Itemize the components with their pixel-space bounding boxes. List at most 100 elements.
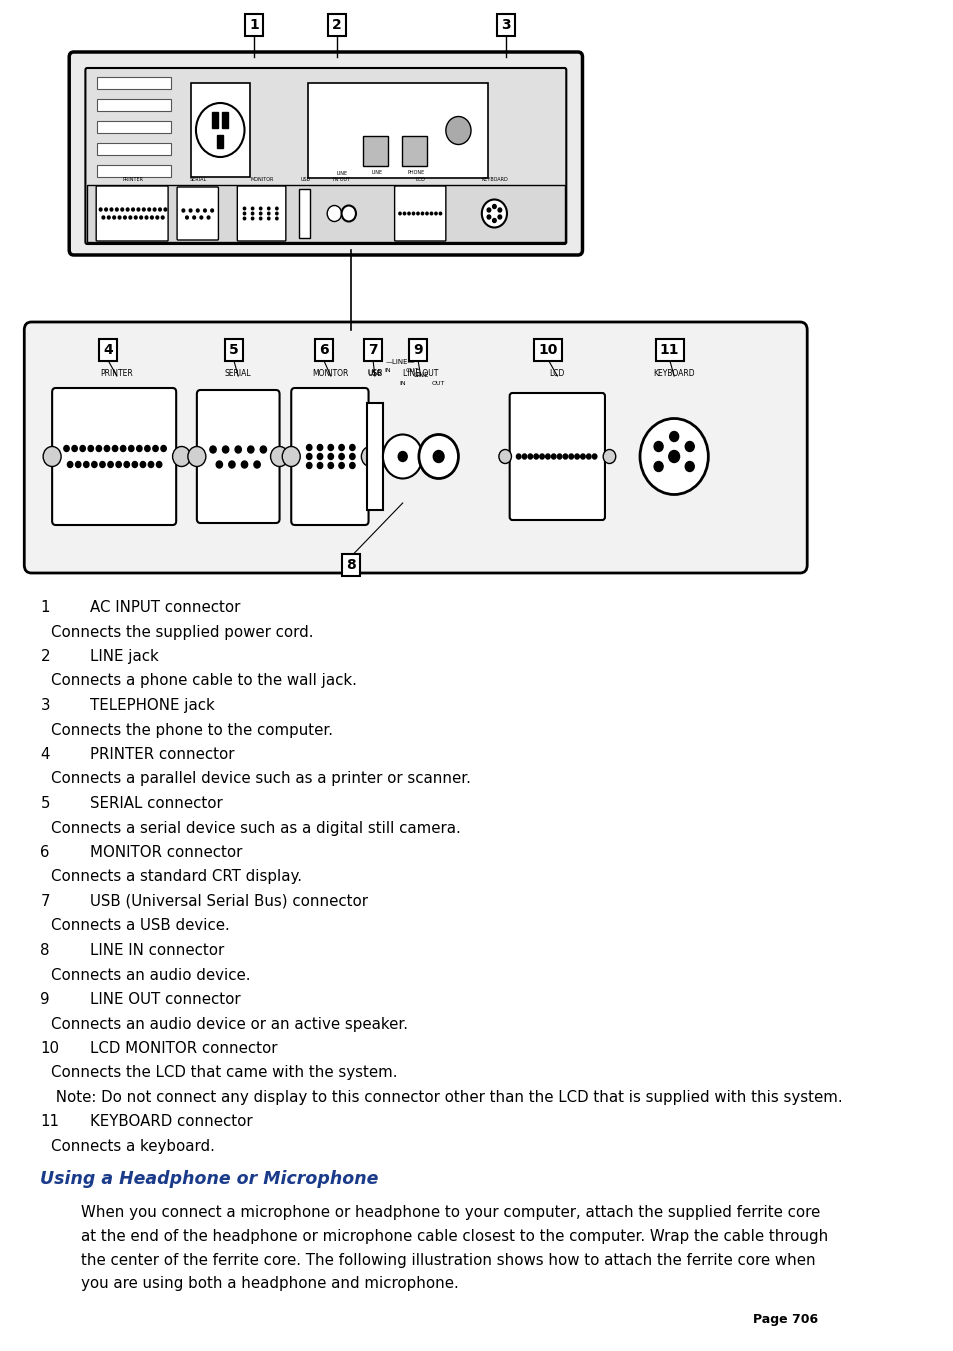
Text: 2: 2 [332, 18, 341, 32]
Circle shape [99, 208, 102, 211]
Circle shape [88, 446, 93, 451]
Text: USB: USB [300, 177, 311, 182]
Circle shape [71, 446, 77, 451]
Bar [366, 403, 382, 509]
Circle shape [121, 208, 124, 211]
Circle shape [161, 446, 166, 451]
Circle shape [203, 209, 206, 212]
Circle shape [669, 431, 678, 442]
Circle shape [156, 462, 162, 467]
Circle shape [229, 461, 234, 467]
Circle shape [259, 207, 261, 209]
Circle shape [521, 454, 526, 459]
Circle shape [155, 216, 158, 219]
Text: Connects an audio device or an active speaker.: Connects an audio device or an active sp… [51, 1016, 408, 1032]
Text: 11: 11 [659, 343, 679, 357]
Circle shape [137, 208, 140, 211]
Circle shape [260, 446, 266, 453]
Circle shape [435, 212, 436, 215]
Circle shape [684, 442, 694, 451]
Circle shape [188, 446, 206, 466]
Circle shape [210, 446, 216, 453]
Circle shape [84, 462, 89, 467]
Text: Connects a serial device such as a digital still camera.: Connects a serial device such as a digit… [51, 820, 460, 835]
Circle shape [350, 454, 355, 459]
Text: 5: 5 [229, 343, 238, 357]
Circle shape [75, 462, 81, 467]
Text: LCD: LCD [416, 177, 425, 182]
Circle shape [248, 446, 253, 453]
Text: 10: 10 [538, 343, 558, 357]
Circle shape [592, 454, 597, 459]
Circle shape [243, 207, 246, 209]
Circle shape [350, 444, 355, 450]
Text: you are using both a headphone and microphone.: you are using both a headphone and micro… [81, 1275, 458, 1292]
Circle shape [684, 462, 694, 471]
FancyBboxPatch shape [196, 390, 279, 523]
Circle shape [196, 209, 199, 212]
Circle shape [416, 212, 418, 215]
Text: USB (Universal Serial Bus) connector: USB (Universal Serial Bus) connector [90, 894, 368, 909]
Bar [191, 82, 250, 177]
Circle shape [327, 205, 341, 222]
Circle shape [317, 462, 322, 469]
Circle shape [193, 216, 195, 219]
Circle shape [433, 450, 443, 462]
Circle shape [271, 446, 288, 466]
Text: PRINTER connector: PRINTER connector [90, 747, 234, 762]
Circle shape [268, 212, 270, 215]
Bar [401, 136, 427, 166]
Text: LCD: LCD [549, 369, 564, 378]
Circle shape [241, 461, 248, 467]
Circle shape [200, 216, 202, 219]
Text: Note: Do not connect any display to this connector other than the LCD that is su: Note: Do not connect any display to this… [51, 1090, 842, 1105]
Text: PRINTER: PRINTER [100, 369, 133, 378]
Circle shape [557, 454, 561, 459]
Circle shape [425, 212, 428, 215]
Bar [97, 143, 171, 155]
Bar [87, 185, 564, 242]
Text: 6: 6 [40, 844, 50, 861]
Text: the center of the ferrite core. The following illustration shows how to attach t: the center of the ferrite core. The foll… [81, 1252, 815, 1267]
Text: LINE OUT: LINE OUT [402, 369, 438, 378]
Circle shape [153, 208, 155, 211]
Circle shape [639, 419, 707, 494]
Circle shape [64, 446, 70, 451]
Text: LINE: LINE [372, 170, 383, 176]
Text: Connects an audio device.: Connects an audio device. [51, 967, 251, 982]
Text: 9: 9 [413, 343, 422, 357]
Circle shape [350, 462, 355, 469]
Circle shape [568, 454, 573, 459]
Bar [308, 82, 488, 178]
Circle shape [120, 446, 126, 451]
Text: LINE: LINE [413, 372, 428, 378]
Circle shape [115, 208, 118, 211]
Circle shape [158, 208, 161, 211]
Text: SERIAL connector: SERIAL connector [90, 796, 222, 811]
Text: LINE
IN OUT: LINE IN OUT [333, 172, 350, 182]
FancyBboxPatch shape [395, 186, 445, 240]
Text: 1: 1 [250, 18, 259, 32]
Text: KEYBOARD: KEYBOARD [653, 369, 694, 378]
Text: AC INPUT connector: AC INPUT connector [90, 600, 240, 615]
FancyBboxPatch shape [509, 393, 604, 520]
Text: SERIAL: SERIAL [189, 177, 206, 182]
Bar [299, 189, 310, 238]
Circle shape [430, 212, 433, 215]
Circle shape [487, 215, 490, 219]
Text: 9: 9 [40, 992, 50, 1006]
Circle shape [382, 435, 422, 478]
Text: MONITOR: MONITOR [313, 369, 349, 378]
Text: 3: 3 [500, 18, 511, 32]
Circle shape [580, 454, 584, 459]
Text: 11: 11 [40, 1115, 59, 1129]
Circle shape [134, 216, 137, 219]
Circle shape [182, 209, 185, 212]
Circle shape [545, 454, 550, 459]
Text: at the end of the headphone or microphone cable closest to the computer. Wrap th: at the end of the headphone or microphon… [81, 1229, 827, 1244]
Circle shape [259, 212, 261, 215]
Circle shape [338, 454, 344, 459]
Bar [216, 135, 223, 149]
Circle shape [259, 218, 261, 220]
Circle shape [234, 446, 241, 453]
